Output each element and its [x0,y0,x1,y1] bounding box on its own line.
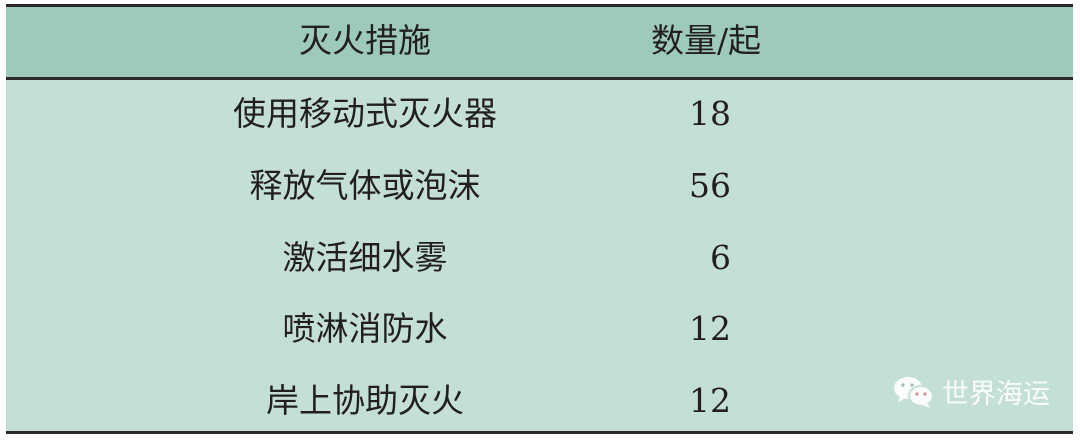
row-count: 18 [689,94,731,133]
row-measure: 释放气体或泡沫 [249,166,481,205]
row-count: 56 [689,166,731,205]
row-measure: 激活细水雾 [282,238,448,277]
row-count: 12 [689,309,731,348]
row-measure: 使用移动式灭火器 [233,94,497,133]
row-measure: 岸上协助灭火 [266,381,464,420]
row-count: 6 [710,238,731,277]
header-measure: 灭火措施 [299,21,431,60]
table-header: 灭火措施 数量/起 [6,7,1073,80]
row-count: 12 [689,381,731,420]
data-table: 灭火措施 数量/起 使用移动式灭火器 18 释放气体或泡沫 56 激活细水雾 6… [6,4,1073,434]
watermark-text: 世界海运 [942,379,1050,410]
watermark: 世界海运 [892,372,1050,411]
wechat-icon [894,376,934,408]
header-count: 数量/起 [650,21,762,60]
row-measure: 喷淋消防水 [282,309,448,348]
